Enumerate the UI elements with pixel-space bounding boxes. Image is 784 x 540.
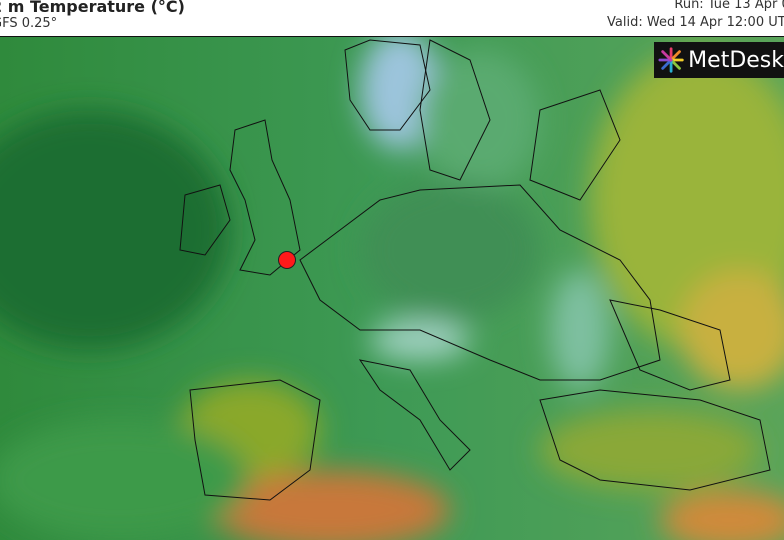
temperature-field (0, 37, 784, 540)
map-header: 2 m Temperature (°C) GFS 0.25° Run: Tue … (0, 0, 784, 37)
temperature-map[interactable] (0, 37, 784, 540)
starburst-icon (658, 47, 684, 73)
location-marker[interactable] (278, 251, 296, 269)
logo-text: MetDesk (688, 47, 784, 73)
map-title: 2 m Temperature (°C) (0, 0, 185, 16)
metdesk-logo: MetDesk (654, 42, 784, 78)
valid-time: Valid: Wed 14 Apr 12:00 UTC (607, 15, 784, 30)
run-time: Run: Tue 13 Apr 00 (674, 0, 784, 12)
model-label: GFS 0.25° (0, 16, 58, 31)
coastlines (179, 39, 771, 501)
